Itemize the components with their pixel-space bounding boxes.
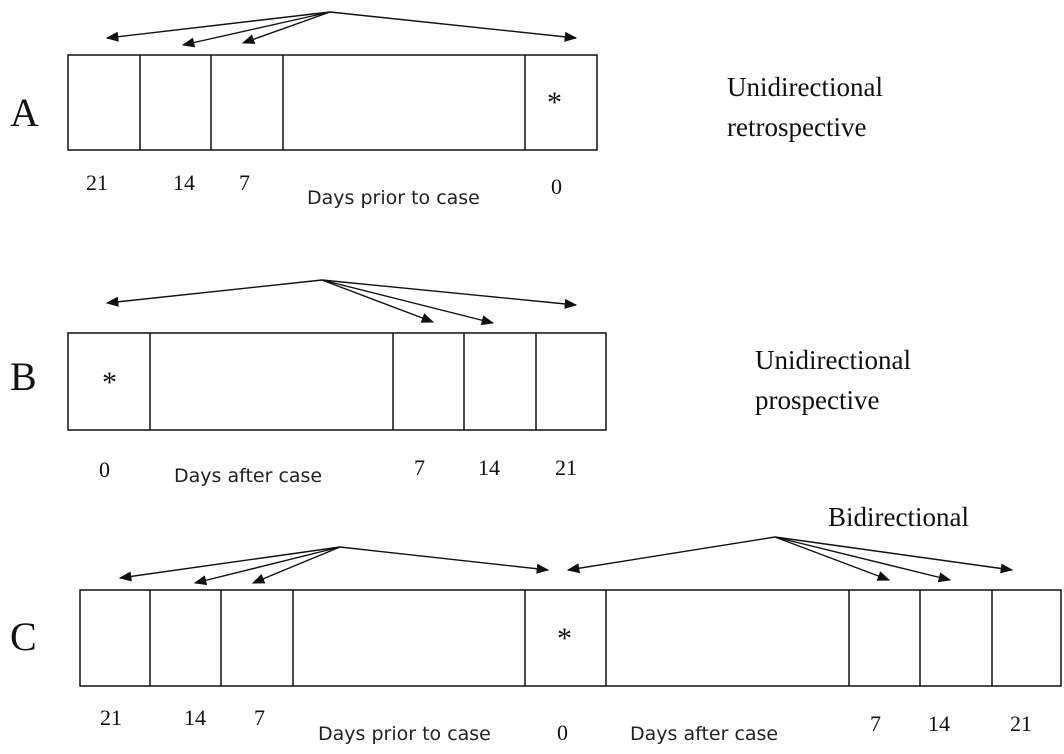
tick-label: 7 — [414, 455, 425, 480]
panel-b: B * 0 7 14 21 Days after case Unidirecti… — [10, 279, 911, 487]
tick-label: 14 — [184, 705, 206, 730]
tick-label: 21 — [1010, 711, 1032, 736]
tick-label: 14 — [928, 711, 950, 736]
tick-label: 0 — [551, 174, 562, 199]
tick-label: 0 — [99, 457, 110, 482]
description: prospective — [755, 385, 879, 415]
timeline-box — [67, 54, 598, 151]
tick-label: 7 — [254, 705, 265, 730]
arrow — [566, 536, 776, 574]
panel-label: B — [10, 354, 37, 399]
panel-c: C * 21 14 7 0 7 14 21 Days prior to case… — [10, 502, 1062, 745]
tick-label: 0 — [557, 720, 568, 745]
description: retrospective — [727, 112, 866, 142]
tick-label: 21 — [86, 170, 108, 195]
arrow — [774, 536, 952, 583]
tick-label: 21 — [100, 705, 122, 730]
arrow — [181, 11, 331, 48]
arrow — [105, 279, 323, 307]
arrow — [329, 11, 578, 42]
arrow — [321, 279, 578, 309]
dividers — [149, 590, 993, 686]
arrow — [105, 11, 331, 42]
case-marker: * — [102, 366, 117, 399]
case-marker: * — [557, 622, 572, 655]
dividers — [139, 55, 526, 150]
description: Unidirectional — [727, 72, 883, 102]
case-marker: * — [547, 86, 562, 119]
description: Unidirectional — [755, 345, 911, 375]
tick-label: 7 — [870, 711, 881, 736]
axis-caption: Days prior to case — [318, 723, 491, 745]
timeline-box — [79, 589, 1062, 687]
arrow — [321, 279, 495, 326]
axis-caption: Days after case — [174, 465, 322, 487]
arrow — [321, 279, 435, 323]
timeline-box — [67, 332, 607, 431]
arrow — [774, 536, 1014, 574]
arrow — [774, 536, 891, 581]
arrow — [241, 11, 331, 44]
arrow — [339, 546, 550, 574]
panel-label: C — [10, 614, 37, 659]
axis-caption: Days after case — [630, 723, 778, 745]
tick-label: 21 — [555, 455, 577, 480]
axis-caption: Days prior to case — [307, 187, 480, 209]
tick-label: 14 — [478, 455, 500, 480]
tick-label: 7 — [239, 170, 250, 195]
arrow — [251, 546, 341, 584]
panel-a: A * 21 14 7 0 Days prior to case Unidire… — [10, 11, 883, 209]
arrow — [118, 546, 341, 582]
dividers — [149, 333, 537, 430]
panel-label: A — [10, 90, 39, 135]
description: Bidirectional — [828, 502, 969, 532]
tick-label: 14 — [173, 170, 195, 195]
arrow — [193, 546, 341, 586]
